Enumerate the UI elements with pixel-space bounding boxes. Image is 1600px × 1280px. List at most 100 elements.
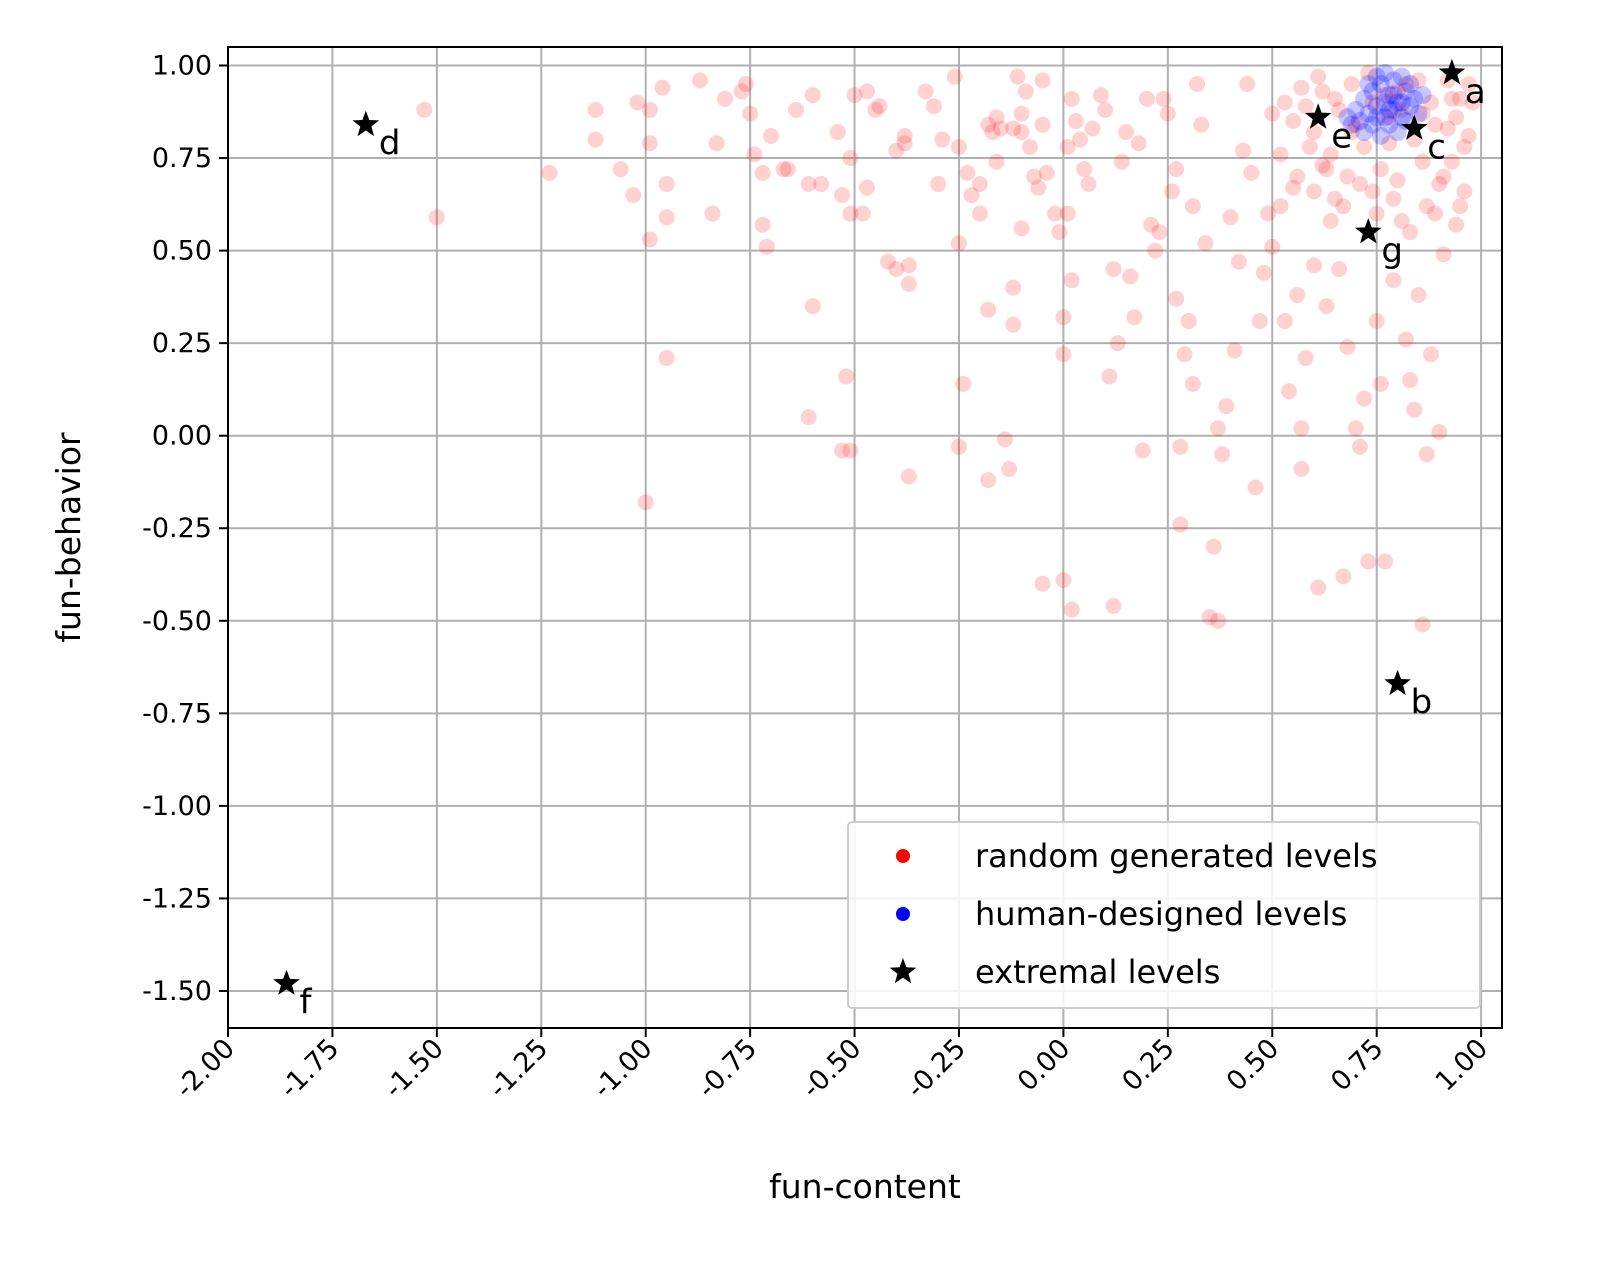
- legend: random generated levels human-designed l…: [847, 821, 1481, 1009]
- plot-frame: [227, 46, 1503, 1029]
- random-level-point: [1439, 120, 1456, 137]
- random-level-point: [1364, 94, 1381, 111]
- random-level-point: [1393, 101, 1410, 118]
- random-level-point: [1030, 179, 1047, 196]
- extremal-level-star: [1438, 58, 1466, 85]
- extremal-level-star: [1304, 103, 1332, 129]
- extremal-level-star: [1384, 669, 1411, 696]
- random-level-point: [1306, 124, 1323, 141]
- random-level-point: [742, 105, 759, 122]
- random-level-point: [1431, 423, 1448, 440]
- random-level-point: [1335, 568, 1352, 585]
- random-level-point: [1017, 83, 1034, 100]
- random-level-point: [1460, 76, 1477, 93]
- human-level-point: [1392, 67, 1411, 86]
- random-level-point: [1159, 105, 1176, 122]
- random-level-point: [1418, 446, 1435, 463]
- legend-label-human: human-designed levels: [975, 895, 1347, 933]
- human-level-point: [1392, 93, 1411, 112]
- random-level-point: [1260, 205, 1277, 222]
- human-level-point: [1359, 75, 1378, 94]
- random-level-point: [1464, 94, 1481, 111]
- extremal-level-markers: a b c d e f g: [273, 58, 1486, 1023]
- random-level-point: [800, 409, 817, 426]
- random-level-point: [1331, 101, 1348, 118]
- random-level-point: [779, 161, 796, 178]
- legend-box: [847, 821, 1481, 1009]
- human-level-point: [1355, 123, 1374, 142]
- random-level-point: [1381, 135, 1398, 152]
- random-level-point: [1356, 138, 1373, 155]
- random-level-point: [1293, 79, 1310, 96]
- random-level-point: [871, 98, 888, 115]
- random-level-point: [1414, 105, 1431, 122]
- random-level-point: [980, 472, 997, 489]
- random-level-point: [1059, 205, 1076, 222]
- random-level-point: [834, 442, 851, 459]
- random-level-point: [1285, 113, 1302, 130]
- random-level-point: [1297, 98, 1314, 115]
- random-level-point: [1356, 390, 1373, 407]
- random-level-point: [867, 101, 884, 118]
- extremal-level-star: [1355, 218, 1382, 244]
- human-level-point: [1376, 93, 1395, 112]
- random-level-point: [1272, 146, 1289, 163]
- random-level-point: [900, 275, 917, 292]
- random-level-point: [717, 90, 734, 107]
- human-level-point: [1384, 100, 1403, 119]
- random-level-point: [1055, 309, 1072, 326]
- random-level-point: [788, 101, 805, 118]
- human-level-point: [1413, 86, 1432, 105]
- random-level-point: [1247, 479, 1264, 496]
- human-level-point: [1371, 75, 1390, 94]
- random-level-point: [804, 298, 821, 315]
- random-level-point: [813, 175, 830, 192]
- x-axis-label: fun-content: [769, 1167, 961, 1206]
- human-level-point: [1371, 126, 1390, 145]
- human-level-point: [1376, 63, 1395, 82]
- random-level-point: [829, 124, 846, 141]
- random-level-point: [1034, 72, 1051, 89]
- random-level-point: [1289, 287, 1306, 304]
- random-level-point: [1306, 257, 1323, 274]
- human-levels-points: [1338, 63, 1432, 145]
- random-level-point: [637, 494, 654, 511]
- human-level-point: [1380, 86, 1399, 105]
- random-level-point: [1264, 238, 1281, 255]
- random-level-point: [1130, 135, 1147, 152]
- random-level-point: [1326, 190, 1343, 207]
- random-level-point: [842, 205, 859, 222]
- random-level-point: [1335, 198, 1352, 215]
- random-level-point: [1364, 183, 1381, 200]
- random-level-point: [1047, 205, 1064, 222]
- random-level-point: [1372, 375, 1389, 392]
- random-level-point: [641, 231, 658, 248]
- random-level-point: [879, 253, 896, 270]
- random-level-point: [1063, 90, 1080, 107]
- legend-marker-random: [896, 849, 910, 863]
- human-level-point: [1376, 108, 1395, 127]
- random-level-point: [1272, 198, 1289, 215]
- human-level-point: [1401, 75, 1420, 94]
- random-level-point: [1368, 312, 1385, 329]
- random-level-point: [763, 127, 780, 144]
- random-level-point: [1406, 401, 1423, 418]
- random-level-point: [1235, 142, 1252, 159]
- human-level-point: [1388, 93, 1407, 112]
- random-level-point: [888, 261, 905, 278]
- random-level-point: [692, 72, 709, 89]
- random-level-point: [1255, 264, 1272, 281]
- human-level-point: [1346, 100, 1365, 119]
- random-level-point: [1067, 113, 1084, 130]
- random-level-point: [1026, 168, 1043, 185]
- random-level-point: [1385, 272, 1402, 289]
- random-level-point: [1301, 138, 1318, 155]
- random-level-point: [1105, 597, 1122, 614]
- human-level-point: [1342, 115, 1361, 134]
- random-level-point: [612, 161, 629, 178]
- y-tick-label: 0.75: [152, 143, 212, 174]
- y-axis-label: fun-behavior: [49, 432, 88, 643]
- random-level-point: [1051, 224, 1068, 241]
- random-level-point: [754, 164, 771, 181]
- random-level-point: [1314, 157, 1331, 174]
